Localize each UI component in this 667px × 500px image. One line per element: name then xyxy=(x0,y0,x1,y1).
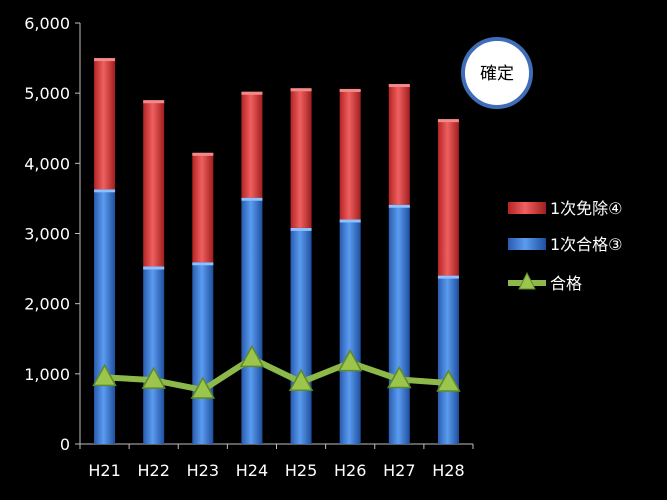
x-tick-label: H26 xyxy=(334,461,366,480)
bar-pass1 xyxy=(192,262,214,444)
annotation-label: 確定 xyxy=(480,64,514,84)
annotation: 確定 xyxy=(461,37,533,109)
line-marker xyxy=(239,344,265,368)
bar-cap xyxy=(339,88,361,92)
line-marker xyxy=(92,363,117,387)
line-marker xyxy=(337,349,363,372)
bar-pass1 xyxy=(339,219,361,444)
line-marker xyxy=(387,365,412,389)
axes: 0 1,000 2,000 3,000 4,000 5,000 6,000 H21 H22 H23… xyxy=(24,14,474,480)
x-tick-label: H27 xyxy=(383,461,415,480)
bar-exempt xyxy=(241,91,263,198)
bar-exempt xyxy=(290,88,312,228)
annotation-badge xyxy=(461,37,533,109)
bar-cap xyxy=(241,197,263,201)
x-tick-label: H23 xyxy=(187,461,219,480)
line-marker xyxy=(288,368,314,392)
bar-pass1 xyxy=(437,275,459,444)
bar-pass1 xyxy=(388,204,410,444)
bar-cap xyxy=(143,100,165,104)
bar-exempt xyxy=(94,58,116,190)
bar-exempt xyxy=(339,88,361,220)
bar-pass1 xyxy=(143,266,165,444)
legend-label: 合格 xyxy=(550,274,582,293)
bar-cap xyxy=(437,119,459,123)
bar-cap xyxy=(290,227,312,231)
bar-cap xyxy=(143,266,165,270)
y-tick-label: 6,000 xyxy=(24,14,70,33)
y-tick-label: 0 xyxy=(60,435,70,454)
bar-cap xyxy=(94,189,116,193)
y-tick-label: 1,000 xyxy=(24,365,70,384)
bar-pass1 xyxy=(290,227,312,444)
y-tick-label: 3,000 xyxy=(24,225,70,244)
bar-cap xyxy=(192,262,214,266)
legend-label: 1次合格③ xyxy=(550,235,623,254)
y-tick-label: 5,000 xyxy=(24,84,70,103)
legend: 1次免除④ 1次合格③ 合格 xyxy=(508,199,623,293)
legend-swatch xyxy=(508,238,546,250)
bar-cap xyxy=(241,91,263,95)
bar-cap xyxy=(94,58,116,62)
line-marker xyxy=(141,366,166,389)
bar-cap xyxy=(388,204,410,208)
bar-cap xyxy=(339,219,361,223)
bar-exempt xyxy=(388,84,410,205)
y-tick-label: 4,000 xyxy=(24,154,70,173)
bar-pass1 xyxy=(94,189,116,444)
legend-swatch xyxy=(508,202,546,214)
bar-exempt xyxy=(437,119,459,276)
bars xyxy=(94,58,459,444)
x-tick-label: H25 xyxy=(285,461,317,480)
bar-exempt xyxy=(192,152,214,263)
legend-label: 1次免除④ xyxy=(550,199,623,218)
y-tick-label: 2,000 xyxy=(24,295,70,314)
bar-pass1 xyxy=(241,197,263,444)
bar-cap xyxy=(388,84,410,88)
legend-marker xyxy=(518,271,536,290)
bar-exempt xyxy=(143,100,165,267)
x-tick-label: H21 xyxy=(88,461,120,480)
x-tick-label: H24 xyxy=(236,461,268,480)
line-series xyxy=(92,344,461,399)
line-marker xyxy=(190,376,216,399)
bar-cap xyxy=(437,275,459,279)
bar-cap xyxy=(290,88,312,92)
line-marker xyxy=(436,369,461,392)
x-tick-label: H28 xyxy=(432,461,464,480)
bar-cap xyxy=(192,152,214,156)
x-tick-label: H22 xyxy=(137,461,169,480)
